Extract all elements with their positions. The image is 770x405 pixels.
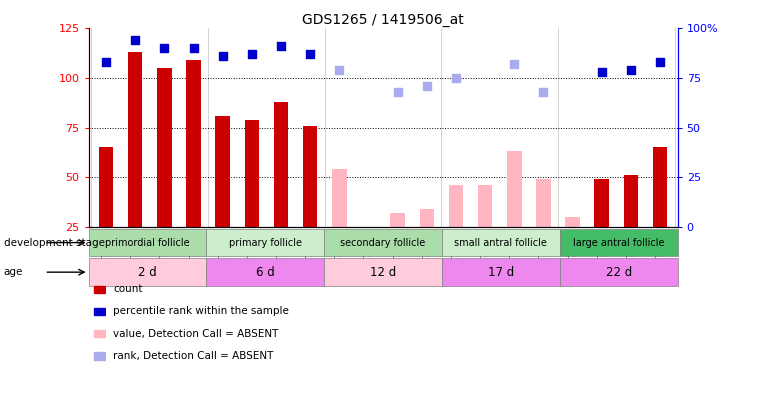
Bar	[324, 229, 442, 256]
Bar	[94, 308, 105, 315]
Point	[596, 69, 608, 75]
Bar	[449, 185, 464, 227]
Point	[246, 51, 258, 58]
Bar	[245, 119, 259, 227]
Point	[158, 45, 170, 51]
Text: 2 d: 2 d	[138, 266, 157, 279]
Bar	[560, 229, 678, 256]
Bar	[216, 116, 230, 227]
Text: primordial follicle: primordial follicle	[105, 238, 189, 247]
Point	[420, 83, 433, 89]
Bar	[324, 258, 442, 286]
Bar	[94, 286, 105, 293]
Bar	[94, 352, 105, 360]
Text: percentile rank within the sample: percentile rank within the sample	[113, 307, 289, 316]
Bar	[536, 179, 551, 227]
Text: 17 d: 17 d	[487, 266, 514, 279]
Bar	[624, 175, 638, 227]
Bar	[560, 258, 678, 286]
Text: 22 d: 22 d	[605, 266, 632, 279]
Bar	[186, 60, 201, 227]
Text: small antral follicle: small antral follicle	[454, 238, 547, 247]
Text: count: count	[113, 284, 142, 294]
Bar	[332, 169, 346, 227]
Bar	[157, 68, 172, 227]
Title: GDS1265 / 1419506_at: GDS1265 / 1419506_at	[302, 13, 464, 27]
Point	[129, 37, 142, 43]
Point	[654, 59, 666, 65]
Bar	[594, 179, 609, 227]
Point	[508, 61, 521, 67]
Bar	[89, 258, 206, 286]
Bar	[420, 209, 434, 227]
Bar	[273, 102, 288, 227]
Bar	[478, 185, 493, 227]
Text: age: age	[4, 267, 23, 277]
Bar	[128, 52, 142, 227]
Bar	[565, 217, 580, 227]
Text: rank, Detection Call = ABSENT: rank, Detection Call = ABSENT	[113, 351, 273, 361]
Bar	[390, 213, 405, 227]
Point	[275, 43, 287, 49]
Bar	[206, 258, 324, 286]
Bar	[89, 229, 206, 256]
Text: value, Detection Call = ABSENT: value, Detection Call = ABSENT	[113, 329, 279, 339]
Bar	[94, 330, 105, 337]
Text: primary follicle: primary follicle	[229, 238, 302, 247]
Bar	[206, 229, 324, 256]
Bar	[99, 147, 113, 227]
Point	[304, 51, 316, 58]
Text: 12 d: 12 d	[370, 266, 397, 279]
Bar	[361, 227, 376, 231]
Text: secondary follicle: secondary follicle	[340, 238, 426, 247]
Point	[333, 67, 346, 73]
Bar	[442, 258, 560, 286]
Point	[187, 45, 199, 51]
Point	[537, 89, 550, 95]
Point	[450, 75, 462, 81]
Text: development stage: development stage	[4, 238, 105, 247]
Point	[624, 67, 637, 73]
Text: 6 d: 6 d	[256, 266, 275, 279]
Point	[100, 59, 112, 65]
Point	[216, 53, 229, 60]
Bar	[653, 147, 668, 227]
Point	[391, 89, 403, 95]
Bar	[303, 126, 317, 227]
Text: large antral follicle: large antral follicle	[573, 238, 665, 247]
Bar	[507, 151, 521, 227]
Bar	[442, 229, 560, 256]
